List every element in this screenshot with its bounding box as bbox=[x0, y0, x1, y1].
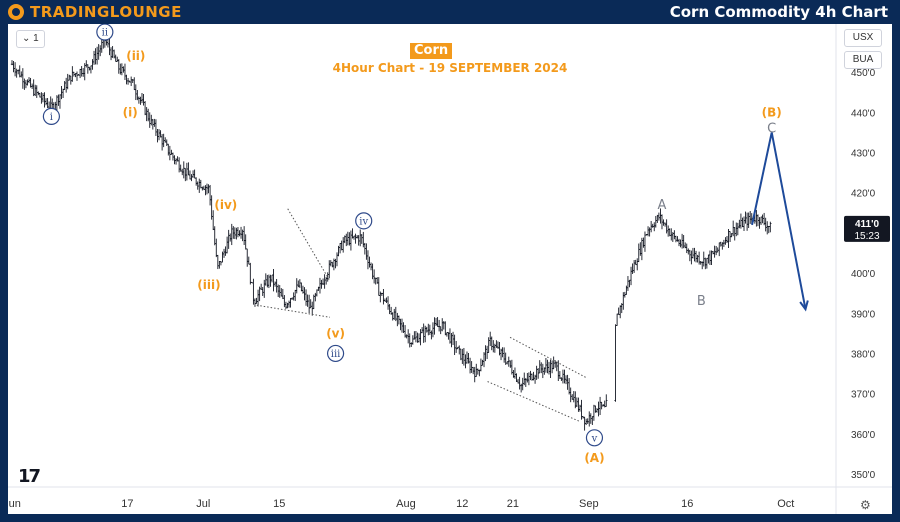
x-tick-label: 17 bbox=[121, 498, 133, 510]
interval-selector[interactable]: ⌄ 1 bbox=[16, 30, 45, 48]
gear-icon[interactable]: ⚙ bbox=[860, 498, 871, 512]
tradinglounge-logo-icon bbox=[8, 4, 24, 20]
tradingview-logo: 17 bbox=[18, 466, 41, 487]
y-tick-label: 390'0 bbox=[851, 309, 876, 320]
price-chart[interactable]: 450'0440'0430'0420'0410'0400'0390'0380'0… bbox=[8, 24, 892, 514]
wave-label: i bbox=[50, 112, 53, 123]
trendline bbox=[509, 336, 587, 378]
chart-panel: 450'0440'0430'0420'0410'0400'0390'0380'0… bbox=[8, 24, 892, 514]
x-tick-label: Jun bbox=[8, 498, 21, 510]
chevron-down-icon: ⌄ bbox=[22, 33, 31, 44]
x-tick-label: 16 bbox=[681, 498, 693, 510]
wave-label-circle bbox=[326, 344, 345, 363]
wave-label: A bbox=[658, 198, 667, 213]
x-tick-label: 15 bbox=[273, 498, 285, 510]
wave-label-circle bbox=[96, 24, 114, 41]
wave-label: (B) bbox=[762, 105, 782, 119]
y-tick-label: 380'0 bbox=[851, 349, 876, 360]
trendline bbox=[287, 208, 331, 282]
x-tick-label: Aug bbox=[396, 498, 416, 510]
brand-name: TRADINGLOUNGE bbox=[30, 3, 182, 21]
y-tick-label: 350'0 bbox=[851, 470, 876, 481]
page-title: Corn Commodity 4h Chart bbox=[669, 3, 888, 21]
y-tick-label: 440'0 bbox=[851, 108, 876, 119]
trendline bbox=[256, 304, 331, 318]
x-tick-label: 12 bbox=[456, 498, 468, 510]
x-tick-label: 21 bbox=[507, 498, 519, 510]
last-price-label: 411'0 bbox=[855, 219, 880, 230]
y-tick-label: 420'0 bbox=[851, 189, 876, 200]
interval-label: 1 bbox=[33, 33, 39, 44]
currency-button[interactable]: USX bbox=[844, 29, 882, 47]
projection-arrowhead bbox=[799, 300, 809, 312]
x-tick-label: Sep bbox=[579, 498, 599, 510]
last-price-tag bbox=[844, 215, 890, 242]
y-tick-label: 450'0 bbox=[851, 68, 876, 79]
wave-label: iv bbox=[359, 216, 368, 227]
wave-label: (i) bbox=[123, 105, 138, 119]
wave-label: (iii) bbox=[197, 278, 220, 292]
wave-label: (ii) bbox=[126, 49, 145, 63]
wave-label: B bbox=[697, 294, 706, 309]
chart-symbol-title: Corn bbox=[410, 43, 453, 59]
x-tick-label: Oct bbox=[777, 498, 794, 510]
mode-button[interactable]: BUA bbox=[844, 51, 882, 69]
chart-subtitle: 4Hour Chart - 19 SEPTEMBER 2024 bbox=[332, 61, 568, 75]
wave-label: C bbox=[767, 121, 776, 136]
wave-label: (iv) bbox=[214, 198, 237, 212]
wave-label-circle bbox=[42, 107, 60, 126]
wave-label-circle bbox=[355, 212, 373, 230]
y-tick-label: 360'0 bbox=[851, 430, 876, 441]
wave-label: (v) bbox=[326, 326, 345, 340]
wave-label: iii bbox=[331, 349, 341, 360]
wave-label: ii bbox=[102, 28, 108, 39]
y-tick-label: 400'0 bbox=[851, 269, 876, 280]
wave-label: v bbox=[591, 433, 598, 444]
countdown-label: 15:23 bbox=[854, 231, 879, 242]
brand-logo: TRADINGLOUNGE bbox=[8, 3, 182, 21]
y-tick-label: 430'0 bbox=[851, 149, 876, 160]
trendline bbox=[487, 381, 581, 423]
y-tick-label: 370'0 bbox=[851, 390, 876, 401]
wave-label: (A) bbox=[584, 451, 604, 465]
top-header-bar: TRADINGLOUNGE Corn Commodity 4h Chart bbox=[0, 0, 900, 24]
wave-label-circle bbox=[585, 429, 604, 447]
projection-path bbox=[751, 132, 807, 310]
x-tick-label: Jul bbox=[196, 498, 210, 510]
